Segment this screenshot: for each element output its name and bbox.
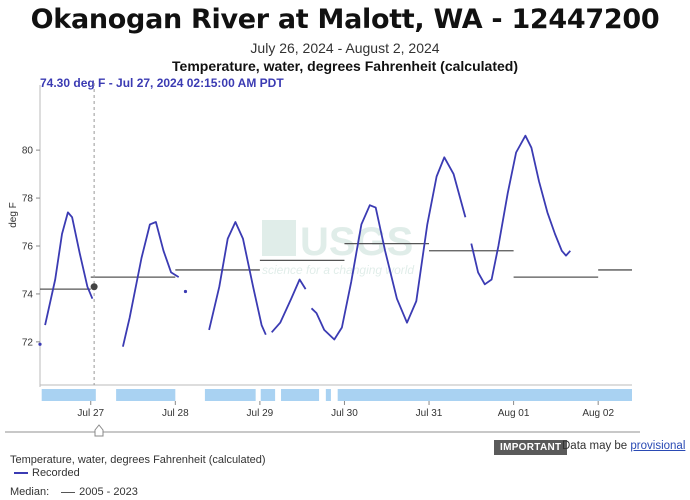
hover-tooltip: 74.30 deg F - Jul 27, 2024 02:15:00 AM P…	[40, 76, 284, 90]
series-line	[44, 211, 94, 326]
provisional-notice: Data may be provisional	[562, 440, 685, 452]
approval-segment	[204, 389, 256, 401]
cursor-point	[90, 283, 98, 291]
provisional-text: Data may be	[562, 440, 628, 452]
legend-median-swatch	[61, 491, 76, 493]
x-tick-label: Jul 28	[162, 408, 189, 419]
median-series	[40, 242, 632, 290]
x-tick-label: Jul 31	[416, 408, 443, 419]
approval-segment	[281, 389, 320, 401]
usgs-watermark: USGS science for a changing world	[262, 220, 414, 277]
grid	[39, 85, 632, 387]
approval-segment	[41, 389, 96, 401]
series-line	[271, 278, 307, 333]
page-title: Okanogan River at Malott, WA - 12447200	[30, 4, 660, 35]
y-tick-label: 78	[22, 194, 34, 205]
approval-segment	[337, 389, 632, 401]
y-tick-label: 76	[22, 241, 34, 252]
legend-title: Temperature, water, degrees Fahrenheit (…	[10, 454, 266, 466]
approval-segment	[116, 389, 176, 401]
series-line	[470, 134, 571, 286]
time-scrubber	[5, 424, 640, 437]
approval-segment	[325, 389, 331, 401]
parameter-name: Temperature, water, degrees Fahrenheit (…	[172, 58, 518, 74]
scrubber-handle[interactable]	[94, 424, 104, 437]
series-line	[310, 156, 467, 341]
usgs-logo-text: USGS	[300, 220, 413, 264]
series-point	[183, 289, 188, 294]
x-tick-label: Jul 30	[331, 408, 358, 419]
x-axis-ticks: Jul 27 Jul 28 Jul 29 Jul 30 Jul 31 Aug 01 Aug …	[77, 401, 614, 419]
x-tick-label: Aug 02	[582, 408, 614, 419]
x-tick-label: Jul 29	[247, 408, 274, 419]
series-point	[38, 342, 42, 346]
legend-median-label: 2005 - 2023	[79, 486, 138, 498]
x-tick-label: Aug 01	[498, 408, 530, 419]
important-badge: IMPORTANT	[494, 440, 568, 455]
hydrograph-chart[interactable]: USGS science for a changing world 72 74 76…	[0, 0, 690, 440]
series-line	[208, 221, 267, 336]
legend-recorded-swatch	[14, 472, 28, 474]
y-tick-label: 72	[22, 337, 34, 348]
y-axis-label: deg F	[8, 202, 19, 228]
approval-segment	[260, 389, 276, 401]
approval-bar	[41, 389, 632, 401]
recorded-series	[38, 134, 571, 347]
hover-cursor	[90, 83, 98, 385]
legend-recorded: Recorded	[14, 467, 80, 479]
y-axis-ticks: 72 74 76 78 80	[22, 146, 40, 348]
date-range: July 26, 2024 - August 2, 2024	[250, 40, 440, 56]
usgs-logo-mark	[262, 220, 296, 256]
series-line	[122, 221, 180, 347]
y-tick-label: 74	[22, 289, 34, 300]
y-tick-label: 80	[22, 146, 34, 157]
usgs-tagline: science for a changing world	[262, 263, 414, 277]
legend-recorded-label: Recorded	[32, 467, 80, 479]
legend-median: Median: 2005 - 2023	[10, 486, 138, 498]
provisional-link[interactable]: provisional	[630, 440, 686, 452]
legend-median-prefix: Median:	[10, 486, 50, 498]
x-tick-label: Jul 27	[77, 408, 104, 419]
